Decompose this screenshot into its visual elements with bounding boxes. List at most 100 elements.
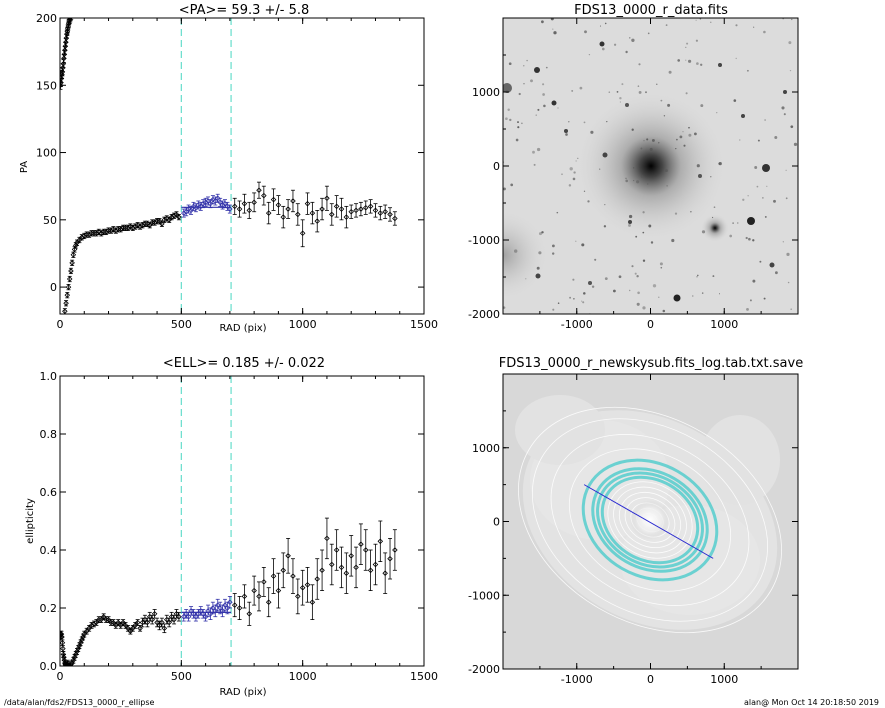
ell-data-point — [60, 645, 66, 652]
faint-source — [584, 30, 587, 34]
faint-source — [791, 18, 793, 21]
faint-source — [718, 64, 720, 67]
faint-source — [541, 20, 544, 24]
faint-source — [774, 136, 778, 139]
pa-data-point — [63, 300, 69, 307]
ell-data-point — [256, 593, 262, 600]
faint-source — [718, 161, 722, 166]
img2-xtick-label: 0 — [647, 673, 654, 686]
pa-data-point — [70, 10, 74, 14]
ell-data-point — [251, 587, 257, 594]
pa-data-point — [117, 226, 124, 233]
faint-source — [766, 185, 768, 187]
faint-source — [746, 69, 749, 72]
ell-ytick-label: 0.6 — [40, 486, 58, 499]
img2-ytick-label: 0 — [493, 516, 500, 529]
pa-data-point — [60, 69, 66, 75]
faint-source — [665, 24, 668, 26]
faint-source — [701, 230, 706, 234]
faint-source — [552, 28, 554, 30]
ell-data-point — [120, 619, 126, 626]
pa-data-point — [61, 55, 67, 62]
ell-data-point — [285, 553, 291, 559]
faint-source — [737, 222, 739, 224]
pa-data-point — [236, 206, 243, 212]
img2-xtick-label: -1000 — [561, 673, 593, 686]
faint-source — [541, 231, 544, 234]
ell-data-point — [110, 619, 117, 626]
faint-source — [688, 133, 692, 137]
ell-data-point — [227, 599, 233, 605]
ell-data-point — [100, 613, 107, 620]
isophote-ellipse — [613, 486, 687, 554]
faint-source — [739, 139, 741, 141]
faint-source — [674, 212, 678, 215]
ell-data-point — [98, 616, 105, 623]
pa-data-point — [113, 227, 119, 234]
faint-source — [507, 108, 510, 111]
faint-source — [518, 92, 521, 96]
faint-source — [789, 69, 792, 72]
faint-source — [712, 275, 715, 278]
faint-source — [637, 291, 640, 295]
faint-source — [647, 183, 649, 185]
ell-data-point — [353, 564, 359, 571]
ellipticity-profile-panel: <ELL>= 0.185 +/- 0.022 RAD (pix) ellipti… — [25, 356, 438, 698]
ell-ytick-label: 0.8 — [40, 428, 58, 441]
pa-data-point — [98, 230, 105, 237]
faint-source — [640, 147, 643, 150]
isophote-ellipse — [518, 406, 782, 634]
ell-data-point — [275, 587, 282, 594]
pa-data-point — [147, 222, 153, 228]
ell-data-point — [333, 547, 340, 553]
img1-xtick-label: -1000 — [561, 318, 593, 331]
ell-data-point — [164, 616, 170, 623]
faint-source — [573, 298, 575, 300]
faint-source — [535, 114, 537, 116]
pa-data-point — [173, 211, 180, 218]
faint-source — [636, 302, 640, 306]
pa-ylabel: PA — [19, 161, 30, 173]
faint-source — [660, 266, 663, 269]
skysub-image-title: FDS13_0000_r_newskysub.fits_log.tab.txt.… — [499, 356, 803, 371]
faint-source — [745, 236, 748, 240]
faint-source — [613, 289, 616, 293]
img1-xtick-label: 1000 — [710, 318, 738, 331]
ell-data-point — [219, 608, 226, 614]
ell-data-point — [113, 622, 119, 629]
pa-data-point — [202, 199, 209, 206]
faint-source — [793, 142, 798, 147]
pa-title: <PA>= 59.3 +/- 5.8 — [179, 3, 310, 18]
ell-data-point — [117, 622, 124, 629]
pa-data-point — [65, 20, 72, 27]
faint-source — [688, 126, 690, 129]
ell-data-point — [173, 611, 180, 617]
ell-data-point — [183, 611, 189, 617]
ell-data-point — [319, 567, 325, 574]
faint-source — [732, 222, 734, 224]
isophote-ellipse — [568, 448, 732, 592]
pa-data-point — [246, 207, 253, 214]
pa-data-point — [261, 192, 267, 199]
pa-data-point — [61, 51, 68, 58]
pa-data-point — [387, 211, 393, 218]
pa-data-point — [79, 234, 85, 241]
faint-source — [636, 180, 640, 184]
faint-source — [530, 79, 533, 83]
faint-source — [696, 164, 700, 168]
ell-ytick-label: 1.0 — [40, 370, 58, 383]
faint-source — [633, 180, 635, 182]
faint-source — [634, 272, 637, 275]
ell-data-point — [372, 561, 379, 568]
faint-source — [523, 65, 525, 67]
ell-data-point — [115, 619, 122, 626]
ell-data-point — [151, 611, 158, 617]
pa-data-point — [207, 200, 214, 207]
faint-source — [692, 295, 694, 297]
pa-data-point — [333, 203, 340, 210]
ell-data-point — [348, 553, 354, 559]
ell-data-point — [338, 564, 345, 571]
ell-data-point — [202, 613, 209, 620]
pa-data-point — [183, 208, 189, 215]
isophote-ellipse — [550, 434, 750, 606]
